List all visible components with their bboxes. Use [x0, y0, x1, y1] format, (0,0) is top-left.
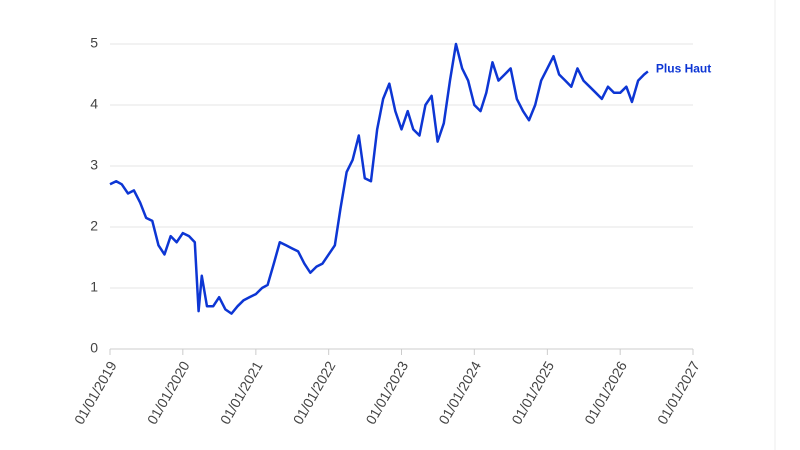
x-tick-label: 01/01/2022 — [290, 358, 339, 427]
x-tick-label: 01/01/2020 — [144, 358, 193, 427]
series-label: Plus Haut — [656, 62, 711, 76]
y-tick-label: 0 — [90, 340, 98, 356]
y-tick-label: 2 — [90, 218, 98, 234]
x-tick-label: 01/01/2025 — [508, 358, 557, 427]
x-tick-label: 01/01/2019 — [71, 358, 120, 427]
y-tick-label: 3 — [90, 157, 98, 173]
x-tick-label: 01/01/2023 — [362, 358, 411, 427]
x-tick-label: 01/01/2027 — [654, 358, 703, 427]
x-tick-label: 01/01/2024 — [435, 358, 484, 427]
y-tick-label: 1 — [90, 279, 98, 295]
y-tick-label: 4 — [90, 96, 98, 112]
y-tick-label: 5 — [90, 35, 98, 51]
x-tick-label: 01/01/2026 — [581, 358, 630, 427]
line-series — [109, 42, 649, 315]
x-tick-label: 01/01/2021 — [217, 358, 266, 427]
